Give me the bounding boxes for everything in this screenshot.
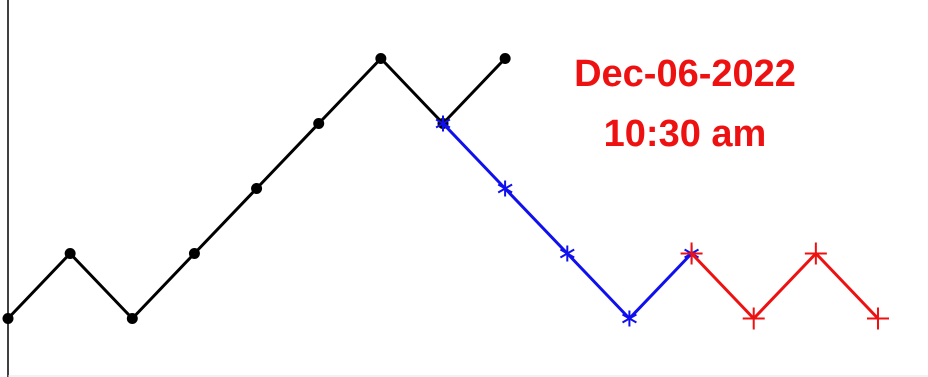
series-1-point-3 [126, 313, 138, 324]
series-2 [435, 115, 699, 327]
series-1-point-4 [188, 248, 200, 259]
series-1 [2, 53, 511, 324]
series-2-point-2-arm [497, 183, 513, 194]
series-3 [680, 242, 889, 330]
series-2-point-1 [435, 115, 451, 132]
series-3-point-2 [742, 307, 765, 330]
series-3-line [690, 252, 880, 320]
series-2-point-4 [622, 310, 637, 327]
series-1-point-6 [313, 118, 325, 129]
series-1-point-2 [64, 248, 76, 259]
series-2-point-1-arm [435, 118, 451, 129]
series-1-point-9 [499, 53, 511, 64]
series-3-point-1 [680, 242, 703, 265]
series-1-point-7 [375, 53, 387, 64]
annotation-date: Dec-06-2022 [574, 53, 796, 95]
series-2-point-2 [497, 180, 513, 197]
series-3-point-3 [804, 242, 827, 265]
series-3-point-4 [867, 307, 889, 330]
series-2-point-3-arm [559, 248, 575, 259]
series-1-point-1 [2, 313, 14, 324]
series-2-point-4-arm [622, 313, 637, 324]
series-2-point-3 [559, 245, 575, 262]
annotation-time: 10:30 am [603, 113, 767, 155]
series-1-point-5 [251, 183, 263, 194]
